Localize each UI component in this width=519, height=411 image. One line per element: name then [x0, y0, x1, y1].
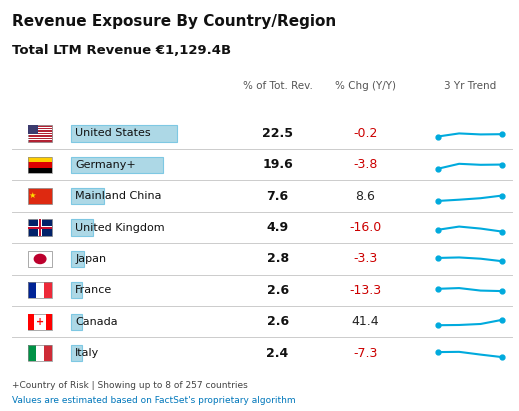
Text: -16.0: -16.0	[349, 221, 381, 234]
FancyBboxPatch shape	[71, 282, 82, 298]
Text: 22.5: 22.5	[262, 127, 293, 140]
FancyBboxPatch shape	[28, 251, 52, 267]
Text: 3 Yr Trend: 3 Yr Trend	[444, 81, 496, 91]
Text: United States: United States	[75, 128, 151, 139]
FancyBboxPatch shape	[28, 282, 36, 298]
Text: +Country of Risk | Showing up to 8 of 257 countries: +Country of Risk | Showing up to 8 of 25…	[12, 381, 248, 390]
Text: France: France	[75, 285, 113, 296]
FancyBboxPatch shape	[28, 168, 52, 173]
FancyBboxPatch shape	[71, 157, 163, 173]
Text: 4.9: 4.9	[266, 221, 289, 234]
FancyBboxPatch shape	[39, 219, 41, 236]
Text: Values are estimated based on FactSet's proprietary algorithm: Values are estimated based on FactSet's …	[12, 396, 295, 405]
Text: Total LTM Revenue €1,129.4B: Total LTM Revenue €1,129.4B	[12, 44, 231, 57]
Text: -13.3: -13.3	[349, 284, 381, 297]
FancyBboxPatch shape	[46, 314, 52, 330]
FancyBboxPatch shape	[71, 345, 82, 361]
Text: % of Tot. Rev.: % of Tot. Rev.	[242, 81, 312, 91]
FancyBboxPatch shape	[71, 125, 177, 141]
FancyBboxPatch shape	[71, 188, 104, 204]
FancyBboxPatch shape	[36, 345, 44, 361]
FancyBboxPatch shape	[36, 282, 44, 298]
Text: Revenue Exposure By Country/Region: Revenue Exposure By Country/Region	[12, 14, 336, 29]
Text: Japan: Japan	[75, 254, 106, 264]
Text: 2.6: 2.6	[266, 284, 289, 297]
Text: 41.4: 41.4	[351, 315, 379, 328]
Text: -3.8: -3.8	[353, 158, 377, 171]
Text: -3.3: -3.3	[353, 252, 377, 266]
Text: 2.8: 2.8	[266, 252, 289, 266]
Text: 8.6: 8.6	[356, 190, 375, 203]
FancyBboxPatch shape	[28, 129, 52, 130]
FancyBboxPatch shape	[44, 345, 52, 361]
FancyBboxPatch shape	[28, 139, 52, 140]
FancyBboxPatch shape	[28, 314, 52, 330]
FancyBboxPatch shape	[28, 188, 52, 204]
FancyBboxPatch shape	[44, 282, 52, 298]
FancyBboxPatch shape	[28, 125, 52, 141]
FancyBboxPatch shape	[71, 251, 84, 267]
Text: United Kingdom: United Kingdom	[75, 223, 165, 233]
Text: % Chg (Y/Y): % Chg (Y/Y)	[335, 81, 396, 91]
Text: Canada: Canada	[75, 317, 118, 327]
FancyBboxPatch shape	[28, 132, 52, 133]
Text: +: +	[36, 317, 44, 327]
FancyBboxPatch shape	[28, 314, 34, 330]
Text: 19.6: 19.6	[262, 158, 293, 171]
Text: Germany+: Germany+	[75, 160, 136, 170]
FancyBboxPatch shape	[71, 314, 82, 330]
Text: -0.2: -0.2	[353, 127, 377, 140]
Text: Mainland China: Mainland China	[75, 191, 162, 201]
FancyBboxPatch shape	[28, 127, 52, 128]
FancyBboxPatch shape	[28, 157, 52, 162]
FancyBboxPatch shape	[28, 162, 52, 168]
Text: 2.4: 2.4	[266, 346, 289, 360]
FancyBboxPatch shape	[28, 226, 52, 229]
FancyBboxPatch shape	[38, 219, 42, 236]
FancyBboxPatch shape	[71, 219, 93, 236]
Circle shape	[34, 254, 46, 263]
Text: -7.3: -7.3	[353, 346, 377, 360]
Text: Italy: Italy	[75, 348, 100, 358]
FancyBboxPatch shape	[28, 136, 52, 138]
Text: 2.6: 2.6	[266, 315, 289, 328]
FancyBboxPatch shape	[28, 134, 52, 135]
FancyBboxPatch shape	[28, 226, 52, 229]
Text: ★: ★	[29, 191, 36, 200]
FancyBboxPatch shape	[28, 219, 52, 236]
FancyBboxPatch shape	[28, 125, 38, 134]
Text: 7.6: 7.6	[266, 190, 289, 203]
FancyBboxPatch shape	[28, 345, 36, 361]
